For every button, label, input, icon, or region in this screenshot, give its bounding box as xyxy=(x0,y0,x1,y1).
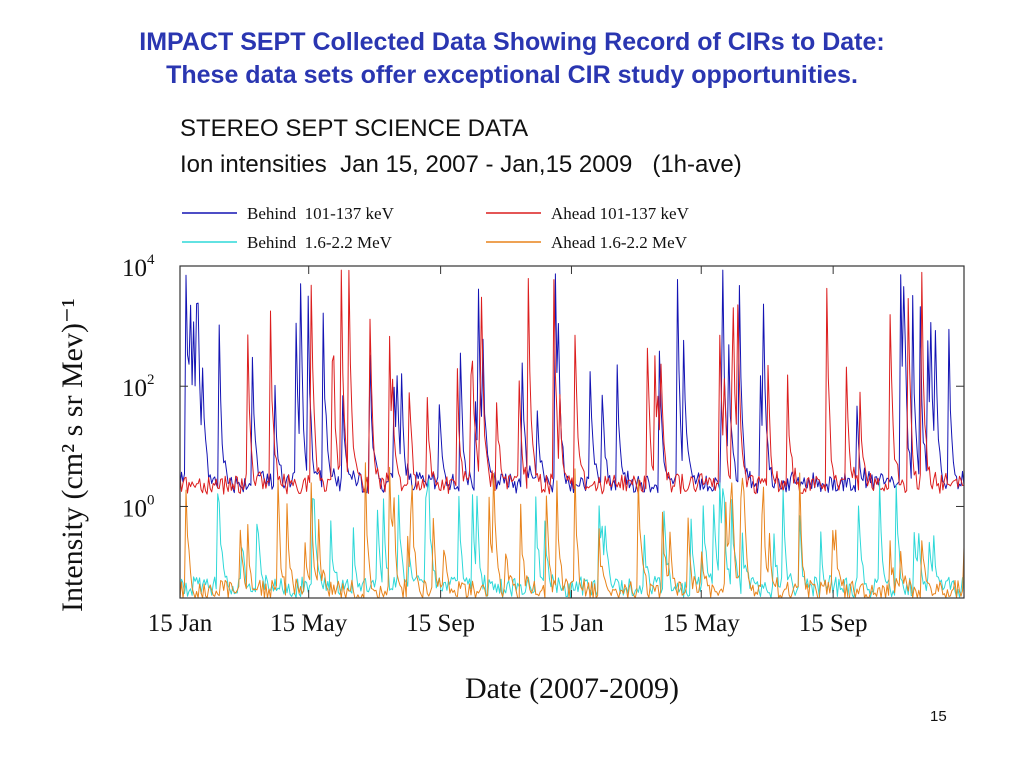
x-axis-label: Date (2007-2009) xyxy=(465,672,679,705)
legend-label-ahead-1-6: Ahead 1.6-2.2 MeV xyxy=(551,233,688,252)
series-line-2 xyxy=(179,479,965,599)
slide-title-line-2: These data sets offer exceptional CIR st… xyxy=(166,61,858,89)
x-tick-label: 15 May xyxy=(663,610,741,637)
legend-label-ahead-101: Ahead 101-137 keV xyxy=(551,204,690,223)
legend-label-behind-101: Behind 101-137 keV xyxy=(247,204,395,223)
x-tick-label: 15 Jan xyxy=(539,610,604,637)
axis-ticks: 15 Jan 15 May 15 Sep 15 Jan 15 May 15 Sep 100 1… xyxy=(122,252,964,637)
y-tick-label: 100 xyxy=(122,492,155,522)
slide-title-line-1: IMPACT SEPT Collected Data Showing Recor… xyxy=(139,28,885,56)
slide-title: IMPACT SEPT Collected Data Showing Recor… xyxy=(0,26,1024,92)
plot-frame xyxy=(179,265,965,599)
series-line-3 xyxy=(179,462,965,599)
x-tick-label: 15 Sep xyxy=(799,610,868,637)
y-axis-label: Intensity (cm² s sr Mev)⁻¹ xyxy=(56,298,89,612)
y-tick-label: 104 xyxy=(122,252,155,282)
chart-legend: Behind 101-137 keV Ahead 101-137 keV Beh… xyxy=(182,204,690,252)
slide-number: 15 xyxy=(930,708,947,725)
series-line-1 xyxy=(179,269,965,495)
chart-subtitle: Ion intensities Jan 15, 2007 - Jan,15 20… xyxy=(180,151,742,178)
x-tick-label: 15 Jan xyxy=(148,610,213,637)
x-tick-label: 15 May xyxy=(270,610,348,637)
series-group xyxy=(179,269,965,599)
x-tick-label: 15 Sep xyxy=(406,610,475,637)
y-tick-label: 102 xyxy=(122,372,155,402)
chart-title: STEREO SEPT SCIENCE DATA xyxy=(180,115,528,142)
legend-label-behind-1-6: Behind 1.6-2.2 MeV xyxy=(247,233,393,252)
